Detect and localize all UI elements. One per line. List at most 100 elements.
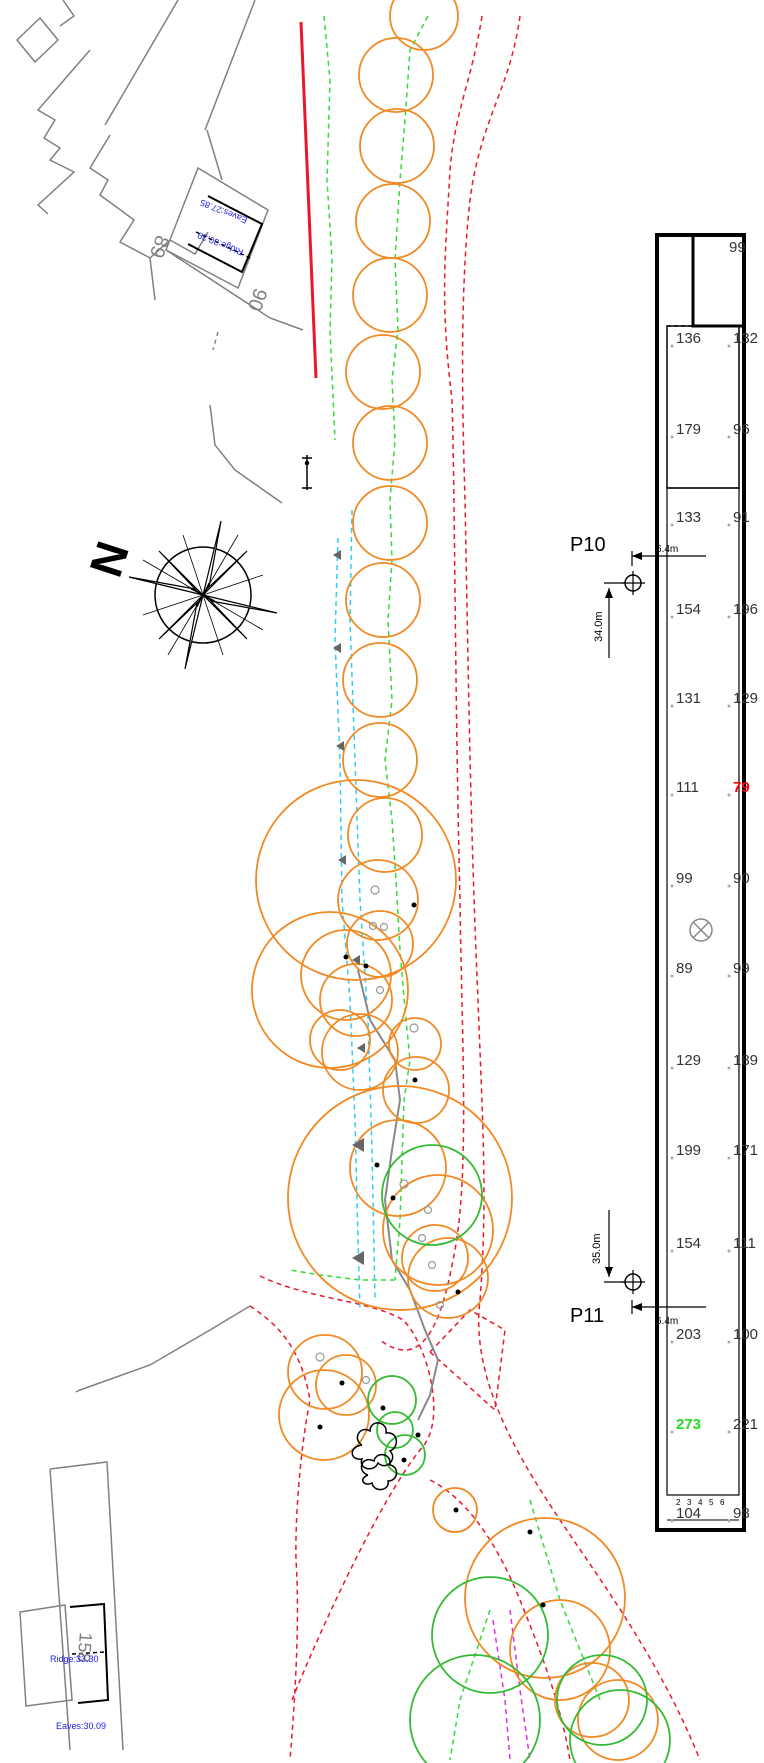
strip-value-left: 89	[676, 960, 693, 977]
north-label: N	[79, 535, 139, 583]
outbuilding-square	[15, 16, 60, 64]
strip-sample-point	[670, 1519, 674, 1523]
strip-value-right: 100	[733, 1326, 758, 1343]
p11-distance-label: 35.0m	[591, 1233, 603, 1264]
strip-sample-point	[727, 704, 731, 708]
strip-sample-point	[670, 884, 674, 888]
strip-value-right: 196	[733, 601, 758, 618]
strip-value-left: 133	[676, 509, 701, 526]
strip-scale-label: 6	[720, 1498, 725, 1507]
strip-sample-point	[670, 1066, 674, 1070]
strip-value-left: 129	[676, 1052, 701, 1069]
green-dashed-path	[289, 15, 601, 1761]
house-89-label: 89	[145, 232, 173, 260]
strip-sample-point	[670, 793, 674, 797]
strip-value-left: 154	[676, 1235, 701, 1252]
strip-scale-label: 4	[698, 1498, 703, 1507]
strip-value-left: 154	[676, 601, 701, 618]
strip-sample-point	[670, 1340, 674, 1344]
section-marker-icon	[302, 455, 312, 490]
strip-sample-point	[727, 523, 731, 527]
strip-sample-point	[670, 704, 674, 708]
strip-sample-point	[670, 523, 674, 527]
strip-value-right: 98	[733, 1505, 750, 1522]
strip-sample-point	[727, 793, 731, 797]
strip-sample-point	[727, 1430, 731, 1434]
strip-value-left: 99	[676, 870, 693, 887]
strip-sample-point	[670, 435, 674, 439]
strip-value-right: 129	[733, 690, 758, 707]
tree-stem-points	[317, 902, 546, 1608]
strip-value-left: 199	[676, 1142, 701, 1159]
house-90-ridge-label: Ridge:30.39	[196, 230, 245, 257]
house-90-label: 90	[243, 285, 271, 313]
compass-rose-icon	[128, 520, 278, 670]
strip-value-right: 171	[733, 1142, 758, 1159]
strip-scale-label: 5	[709, 1498, 714, 1507]
strip-value-left: 273	[676, 1416, 701, 1433]
strip-value-left: 203	[676, 1326, 701, 1343]
strip-top-value: 99	[729, 239, 746, 256]
strip-sample-point	[727, 344, 731, 348]
house-158-outline	[49, 1461, 124, 1751]
strip-sample-point	[727, 1249, 731, 1253]
strip-sample-point	[727, 1340, 731, 1344]
strip-value-right: 189	[733, 1052, 758, 1069]
strip-value-left: 104	[676, 1505, 701, 1522]
strip-sample-point	[670, 1156, 674, 1160]
shrub-icon	[351, 1422, 398, 1491]
road-edge-lines	[249, 15, 701, 1761]
grey-triangle-markers	[333, 550, 365, 1265]
strip-centre-symbol	[689, 918, 713, 942]
p10-marker: P10 6.4m 34.0m	[570, 534, 706, 658]
strip-sample-point	[670, 615, 674, 619]
strip-sample-point	[727, 884, 731, 888]
strip-sample-point	[727, 974, 731, 978]
strip-value-right: 91	[733, 509, 750, 526]
strip-sample-point	[727, 1066, 731, 1070]
strip-value-left: 131	[676, 690, 701, 707]
strip-sample-point	[727, 1519, 731, 1523]
strip-value-left: 179	[676, 421, 701, 438]
tree-canopies	[251, 0, 659, 1761]
strip-value-right: 99	[733, 960, 750, 977]
building-outlines	[15, 0, 304, 1751]
tree-stem-rings	[315, 885, 445, 1385]
house-90-outline	[165, 166, 269, 290]
house-90-roof	[187, 195, 264, 274]
house-158-eaves-label: Eaves:30.09	[56, 1721, 106, 1731]
strip-sample-point	[670, 1430, 674, 1434]
cyan-dashed-lines	[334, 509, 376, 1311]
strip-value-left: 136	[676, 330, 701, 347]
p11-marker: P11 6.4m 35.0m	[570, 1210, 706, 1327]
strip-sample-point	[670, 344, 674, 348]
strip-value-left: 111	[676, 779, 699, 796]
strip-value-right: 96	[733, 421, 750, 438]
p11-label: P11	[570, 1305, 604, 1327]
strip-value-right: 90	[733, 870, 750, 887]
tree-canopies-green	[367, 1144, 671, 1763]
strip-value-right: 111	[733, 1235, 756, 1252]
red-boundary-line	[299, 21, 318, 379]
strip-sample-point	[727, 1156, 731, 1160]
strip-sample-point	[670, 974, 674, 978]
strip-sample-point	[727, 435, 731, 439]
strip-scale-label: 3	[687, 1498, 692, 1507]
strip-sample-point	[670, 1249, 674, 1253]
p10-distance-label: 34.0m	[593, 611, 605, 642]
strip-scale-label: 2	[676, 1498, 681, 1507]
strip-sample-point	[727, 615, 731, 619]
house-158-roof	[69, 1602, 110, 1704]
house-89-outline	[88, 134, 209, 259]
magenta-dashed-lines	[492, 1609, 531, 1761]
strip-value-right: 132	[733, 330, 758, 347]
house-158-label: 158	[73, 1632, 96, 1664]
strip-value-right: 221	[733, 1416, 758, 1433]
house-158-ridge-label: Ridge:33.30	[50, 1654, 99, 1664]
strip-value-right: 79	[733, 779, 750, 796]
house-90-eaves-label: Eaves:27.85	[199, 197, 249, 225]
p10-label: P10	[570, 534, 606, 556]
